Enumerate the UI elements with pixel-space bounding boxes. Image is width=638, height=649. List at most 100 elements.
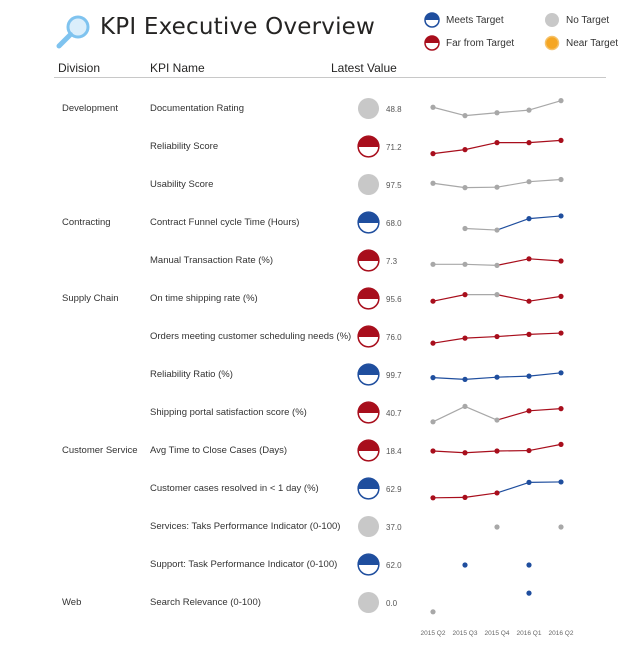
latest-value: 48.8 [386,105,402,114]
trend-point[interactable] [526,590,532,596]
trend-point[interactable] [526,373,532,379]
trend-sparkline[interactable] [425,132,570,162]
table-row[interactable]: Usability Score 97.5 [0,166,638,204]
trend-point[interactable] [494,524,500,530]
trend-point[interactable] [526,447,532,454]
trend-point[interactable] [494,184,500,190]
trend-point[interactable] [494,227,500,233]
trend-point[interactable] [494,140,500,146]
trend-point[interactable] [526,216,532,222]
table-row[interactable]: Customer cases resolved in < 1 day (%) 62… [0,470,638,508]
table-row[interactable]: Web Search Relevance (0-100) 0.0 [0,584,638,622]
trend-point[interactable] [430,151,436,157]
trend-sparkline[interactable] [425,588,570,618]
table-row[interactable]: Reliability Ratio (%) 99.7 [0,356,638,394]
trend-segment [432,294,466,302]
trend-point[interactable] [526,479,532,485]
trend-point[interactable] [462,261,468,267]
column-header-division[interactable]: Division [58,61,101,75]
trend-point[interactable] [430,419,436,425]
table-row[interactable]: Services: Taks Performance Indicator (0-… [0,508,638,546]
table-row[interactable]: Manual Transaction Rate (%) 7.3 [0,242,638,280]
trend-point[interactable] [558,258,564,264]
trend-sparkline[interactable] [425,284,570,314]
table-row[interactable]: Reliability Score 71.2 [0,128,638,166]
trend-point[interactable] [558,330,564,336]
trend-sparkline[interactable] [425,94,570,124]
trend-point[interactable] [462,147,468,153]
trend-point[interactable] [430,180,436,186]
trend-point[interactable] [526,179,532,185]
trend-point[interactable] [430,609,436,615]
trend-sparkline[interactable] [425,474,570,504]
table-row[interactable]: Supply Chain On time shipping rate (%) 95.… [0,280,638,318]
trend-point[interactable] [494,333,500,340]
trend-point[interactable] [462,335,468,341]
trend-point[interactable] [494,490,500,496]
trend-point[interactable] [430,104,436,110]
trend-point[interactable] [462,376,468,382]
table-row[interactable]: Contracting Contract Funnel cycle Time (H… [0,204,638,242]
header-divider [54,77,606,78]
trend-segment [528,258,562,262]
trend-point[interactable] [526,408,532,414]
trend-point[interactable] [430,261,436,267]
trend-sparkline[interactable] [425,208,570,238]
trend-segment [464,405,498,421]
table-row[interactable]: Customer Service Avg Time to Close Cases … [0,432,638,470]
trend-sparkline[interactable] [425,322,570,352]
trend-point[interactable] [526,140,532,146]
table-row[interactable]: Support: Task Performance Indicator (0-1… [0,546,638,584]
trend-sparkline[interactable] [425,170,570,200]
trend-point[interactable] [558,176,564,183]
trend-point[interactable] [462,403,468,409]
column-header-kpi-name[interactable]: KPI Name [150,61,205,75]
trend-point[interactable] [558,370,564,376]
meets-target-icon [357,211,380,234]
trend-point[interactable] [430,340,436,346]
trend-point[interactable] [462,292,468,298]
trend-point[interactable] [558,406,564,412]
trend-point[interactable] [462,113,468,119]
trend-segment [464,376,498,380]
trend-point[interactable] [430,375,436,381]
column-header-latest-value[interactable]: Latest Value [331,61,397,75]
trend-point[interactable] [430,495,436,501]
trend-point[interactable] [558,524,564,530]
trend-sparkline[interactable] [425,436,570,466]
trend-sparkline[interactable] [425,512,570,542]
trend-point[interactable] [558,213,564,219]
trend-point[interactable] [558,137,564,143]
trend-point[interactable] [462,494,468,500]
trend-point[interactable] [462,225,468,232]
trend-point[interactable] [494,110,500,116]
trend-sparkline[interactable] [425,550,570,580]
trend-point[interactable] [494,292,500,298]
trend-point[interactable] [558,479,564,485]
trend-point[interactable] [526,298,532,304]
trend-point[interactable] [462,562,468,568]
trend-point[interactable] [558,441,564,447]
trend-point[interactable] [526,562,532,568]
trend-point[interactable] [494,262,500,268]
trend-point[interactable] [494,448,500,454]
trend-point[interactable] [526,331,532,337]
period-label: 2015 Q2 [420,630,446,637]
trend-sparkline[interactable] [425,360,570,390]
trend-point[interactable] [462,185,468,191]
trend-point[interactable] [462,450,468,456]
trend-point[interactable] [558,98,564,104]
trend-point[interactable] [526,107,532,113]
trend-point[interactable] [430,298,436,304]
trend-point[interactable] [558,293,564,299]
latest-value: 95.6 [386,295,402,304]
table-row[interactable]: Development Documentation Rating 48.8 [0,90,638,128]
table-row[interactable]: Orders meeting customer scheduling needs… [0,318,638,356]
trend-point[interactable] [494,374,500,380]
trend-point[interactable] [494,417,500,423]
trend-sparkline[interactable] [425,246,570,276]
trend-point[interactable] [526,256,532,262]
trend-point[interactable] [430,448,436,454]
table-row[interactable]: Shipping portal satisfaction score (%) 40… [0,394,638,432]
trend-sparkline[interactable] [425,398,570,428]
